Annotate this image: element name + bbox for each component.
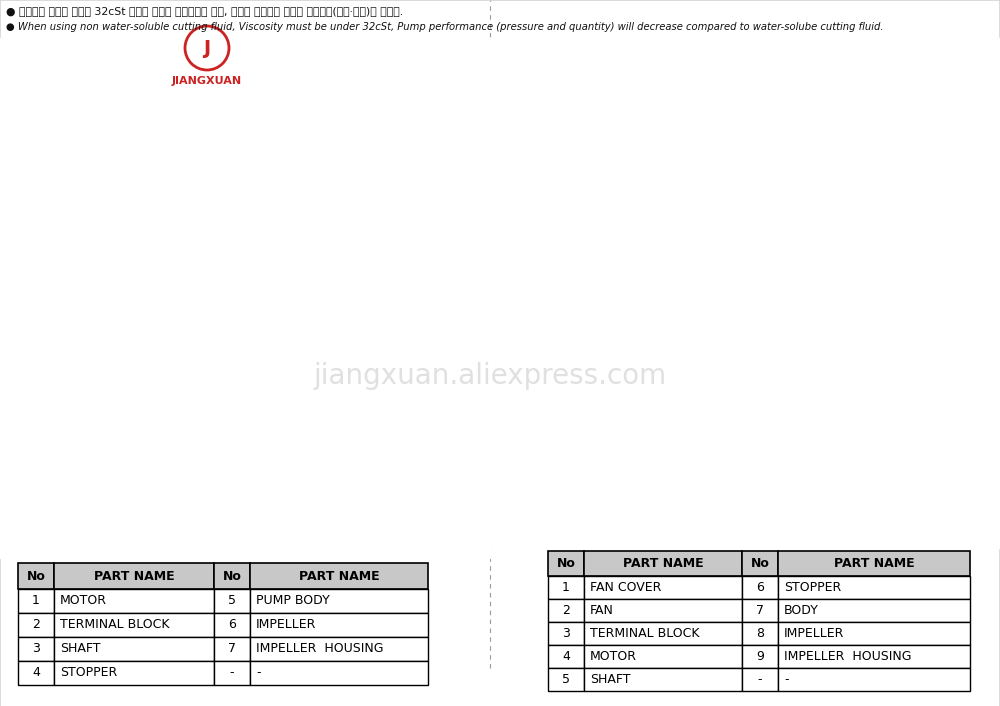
Text: PART NAME: PART NAME [623,557,703,570]
Text: 6: 6 [756,581,764,594]
Text: 1: 1 [562,581,570,594]
Text: 1: 1 [32,594,40,607]
Bar [214,613,250,637]
Bar [548,599,584,622]
Bar [250,589,428,613]
Bar [250,563,428,589]
Text: No: No [223,570,241,582]
Text: STOPPER: STOPPER [784,581,841,594]
Bar [214,563,250,589]
Bar [18,613,54,637]
Text: 2: 2 [562,604,570,617]
Bar [548,668,584,691]
Bar [548,551,584,576]
Text: FAN: FAN [590,604,614,617]
Text: FAN COVER: FAN COVER [590,581,661,594]
Bar [18,661,54,685]
Text: ● When using non water-soluble cutting fluid, Viscosity must be under 32cSt, Pum: ● When using non water-soluble cutting f… [6,22,884,32]
Text: -: - [230,666,234,679]
Text: jiangxuan.aliexpress.com: jiangxuan.aliexpress.com [313,362,667,390]
Text: PART NAME: PART NAME [94,570,174,582]
Text: -: - [784,673,788,686]
Text: J: J [203,39,211,57]
Bar [778,622,970,645]
Text: No: No [751,557,769,570]
Bar [584,645,742,668]
Text: ● 비수용성 절삭유 사용시 32cSt 이하의 점도를 사용하여야 하며, 수용성 절삭유에 비하여 펜프성능(압력·유량)이 저하됨.: ● 비수용성 절삭유 사용시 32cSt 이하의 점도를 사용하여야 하며, 수… [6,6,403,16]
Text: 7: 7 [756,604,764,617]
Bar [214,637,250,661]
Text: No: No [557,557,575,570]
Text: BODY: BODY [784,604,819,617]
Bar [584,551,742,576]
Text: 3: 3 [32,642,40,655]
Bar [54,613,214,637]
Bar [54,563,214,589]
Bar [250,637,428,661]
Text: 5: 5 [228,594,236,607]
Bar [214,661,250,685]
Bar [778,668,970,691]
Bar [548,645,584,668]
Bar [742,622,778,645]
Bar [490,38,1000,548]
Bar [584,576,742,599]
Bar [548,576,584,599]
Text: SHAFT: SHAFT [590,673,631,686]
Text: -: - [758,673,762,686]
Text: PART NAME: PART NAME [299,570,379,582]
Bar [778,551,970,576]
Bar [0,38,490,558]
Text: JIANGXUAN: JIANGXUAN [172,76,242,86]
Bar [742,599,778,622]
Text: PUMP BODY: PUMP BODY [256,594,330,607]
Text: 6: 6 [228,618,236,631]
Text: 5: 5 [562,673,570,686]
Text: 3: 3 [562,627,570,640]
Text: 7: 7 [228,642,236,655]
Bar [778,645,970,668]
Bar [778,599,970,622]
Bar [548,622,584,645]
Text: TERMINAL BLOCK: TERMINAL BLOCK [590,627,700,640]
Bar [18,589,54,613]
Text: SHAFT: SHAFT [60,642,100,655]
Bar [54,661,214,685]
Bar [584,668,742,691]
Text: 2: 2 [32,618,40,631]
Text: IMPELLER  HOUSING: IMPELLER HOUSING [784,650,912,663]
Text: STOPPER: STOPPER [60,666,117,679]
Bar [54,589,214,613]
Text: MOTOR: MOTOR [590,650,637,663]
Text: MOTOR: MOTOR [60,594,107,607]
Bar [742,576,778,599]
Text: IMPELLER  HOUSING: IMPELLER HOUSING [256,642,384,655]
Bar [18,637,54,661]
Bar [742,668,778,691]
Text: 9: 9 [756,650,764,663]
Text: PART NAME: PART NAME [834,557,914,570]
Text: 4: 4 [562,650,570,663]
Bar [250,661,428,685]
Bar [742,645,778,668]
Text: IMPELLER: IMPELLER [784,627,844,640]
Text: TERMINAL BLOCK: TERMINAL BLOCK [60,618,170,631]
Bar [742,551,778,576]
Text: No: No [27,570,45,582]
Text: IMPELLER: IMPELLER [256,618,316,631]
Text: -: - [256,666,260,679]
Bar [250,613,428,637]
Bar [54,637,214,661]
Bar [584,599,742,622]
Bar [18,563,54,589]
Bar [778,576,970,599]
Bar [214,589,250,613]
Text: 4: 4 [32,666,40,679]
Text: 8: 8 [756,627,764,640]
Bar [584,622,742,645]
